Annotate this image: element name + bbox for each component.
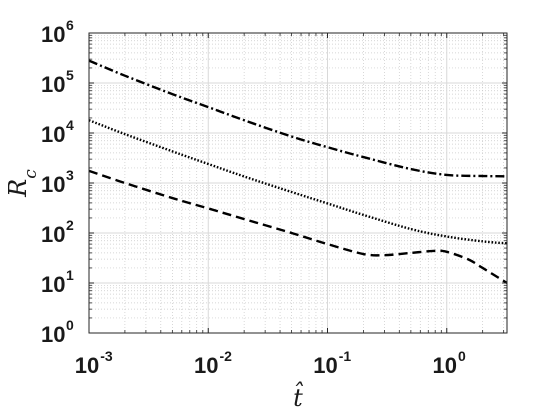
- y-tick-label-exponent: 6: [66, 17, 74, 33]
- x-tick-label-exponent: -2: [219, 348, 232, 364]
- series-layer: [88, 59, 508, 285]
- x-tick-label-exponent: -1: [339, 348, 352, 364]
- y-tick-label: 10: [41, 322, 65, 347]
- y-tick-label: 10: [41, 72, 65, 97]
- x-tick-labels: 10 -3 10 -2 10 -1 10 0: [75, 348, 466, 378]
- series-line-dashdot: [88, 59, 508, 178]
- y-tick-label: 10: [41, 272, 65, 297]
- x-axis-label: t̂: [293, 381, 304, 412]
- x-tick-label-exponent: 0: [458, 348, 466, 364]
- x-tick-label: 10: [194, 353, 218, 378]
- series-line-dashed: [88, 169, 508, 285]
- y-tick-label-exponent: 1: [66, 267, 74, 283]
- x-tick-label-exponent: -3: [100, 348, 113, 364]
- x-tick-label: 10: [433, 353, 457, 378]
- y-tick-label-exponent: 3: [66, 167, 74, 183]
- y-tick-label: 10: [41, 22, 65, 47]
- x-tick-label: 10: [313, 353, 337, 378]
- y-tick-label-exponent: 2: [66, 217, 74, 233]
- y-axis-label: Rc: [4, 169, 41, 198]
- y-tick-label-exponent: 0: [66, 317, 74, 333]
- y-tick-label-exponent: 4: [66, 117, 74, 133]
- y-tick-label-exponent: 5: [66, 67, 74, 83]
- x-tick-label: 10: [75, 353, 99, 378]
- y-tick-label: 10: [41, 172, 65, 197]
- ticks-layer: [88, 32, 507, 334]
- y-tick-label: 10: [41, 122, 65, 147]
- y-tick-label: 10: [41, 222, 65, 247]
